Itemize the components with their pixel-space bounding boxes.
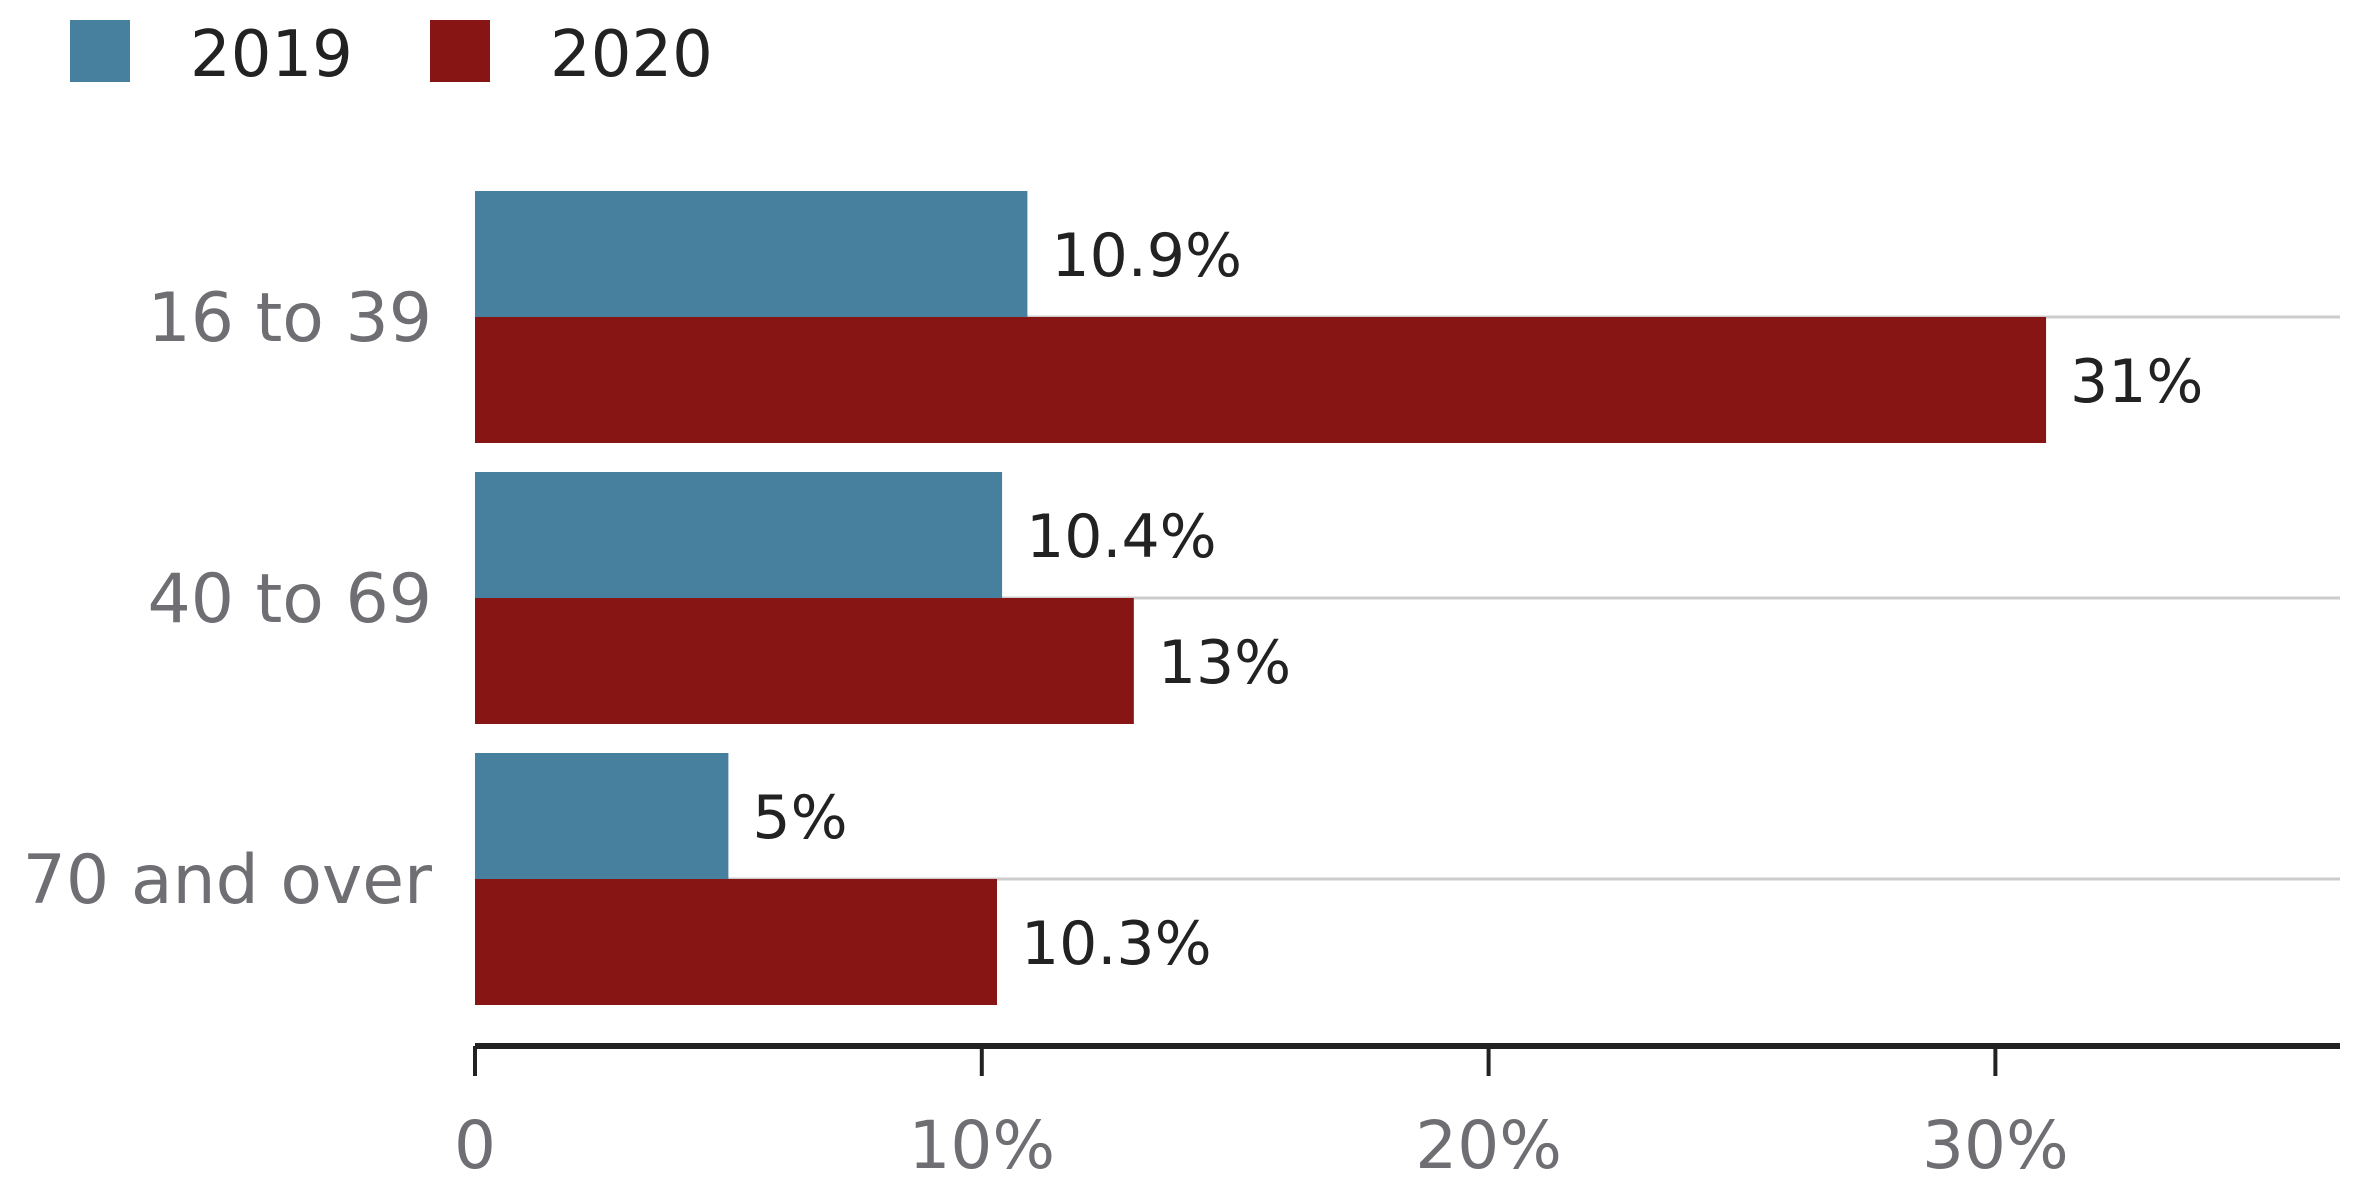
x-tick-label: 0 xyxy=(454,1107,496,1184)
x-axis: 0 10% 20% 30% xyxy=(454,1043,2340,1184)
category-label: 70 and over xyxy=(23,841,432,920)
bar-2020-2 xyxy=(475,879,997,1005)
x-tick-label: 10% xyxy=(908,1107,1055,1184)
category-label: 40 to 69 xyxy=(147,560,432,639)
data-label: 31% xyxy=(2070,347,2203,417)
x-tick-label: 30% xyxy=(1922,1107,2069,1184)
bar-2019-2 xyxy=(475,753,729,879)
bar-2019-0 xyxy=(475,191,1028,317)
bars xyxy=(475,191,2047,1005)
bar-2020-1 xyxy=(475,598,1134,724)
data-label: 13% xyxy=(1158,628,1291,698)
bar-2020-0 xyxy=(475,317,2047,443)
legend: 2019 2020 xyxy=(70,18,713,92)
category-label: 16 to 39 xyxy=(147,279,432,358)
legend-label-2020: 2020 xyxy=(550,18,713,92)
bar-2019-1 xyxy=(475,472,1003,598)
legend-label-2019: 2019 xyxy=(190,18,353,92)
legend-swatch-2019 xyxy=(70,20,130,82)
x-tick-label: 20% xyxy=(1415,1107,1562,1184)
legend-swatch-2020 xyxy=(430,20,490,82)
data-label: 10.9% xyxy=(1051,221,1242,291)
data-label: 10.3% xyxy=(1021,909,1212,979)
data-label: 10.4% xyxy=(1026,502,1217,572)
data-labels: 10.9% 31% 10.4% 13% 5% 10.3% xyxy=(752,221,2203,979)
category-labels: 16 to 39 40 to 69 70 and over xyxy=(23,279,432,920)
data-label: 5% xyxy=(752,783,847,853)
